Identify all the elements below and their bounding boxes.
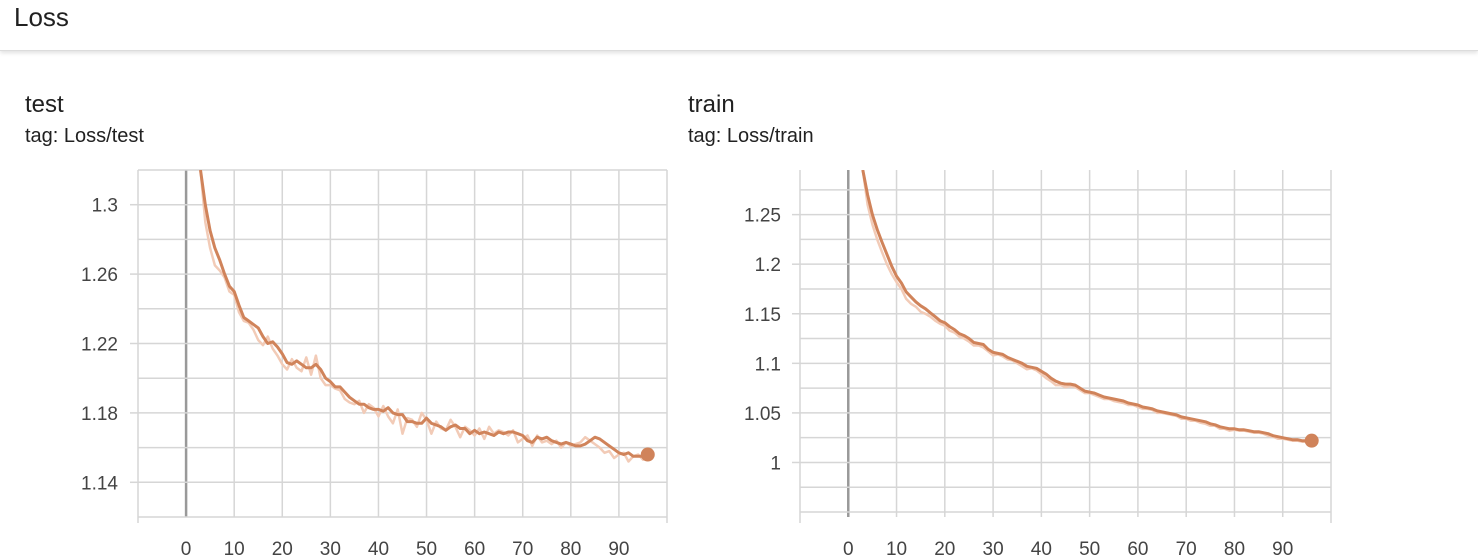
chart-card-test: test tag: Loss/test — [25, 85, 685, 555]
chart-title: train — [688, 91, 735, 118]
section-title: Loss — [14, 2, 69, 32]
chart-title: test — [25, 91, 64, 118]
chart-tag: tag: Loss/train — [688, 125, 814, 147]
chart-card-train: train tag: Loss/train — [688, 85, 1348, 555]
chart-tag: tag: Loss/test — [25, 125, 144, 147]
section-header: Loss — [0, 0, 1478, 51]
